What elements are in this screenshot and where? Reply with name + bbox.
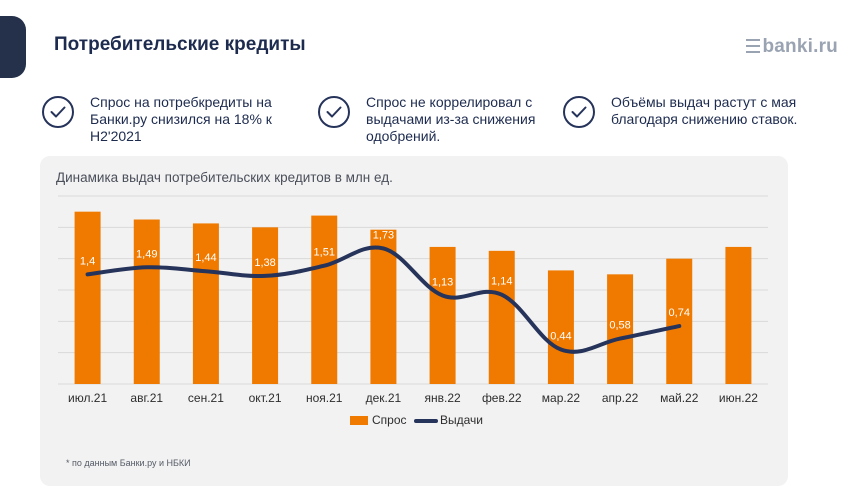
data-label-2: 1,49: [136, 248, 157, 260]
bar-10: [607, 274, 634, 384]
legend-label-vydachi: Выдачи: [440, 413, 483, 427]
data-label-10: 0,58: [609, 320, 630, 332]
x-tick-label: окт.21: [249, 391, 282, 405]
point-1: Спрос на потребкредиты на Банки.ру снизи…: [42, 94, 282, 145]
bar-6: [370, 229, 397, 384]
bar-3: [192, 223, 219, 384]
data-label-7: 1,13: [432, 276, 453, 288]
check-icon: [42, 96, 74, 128]
data-label-6: 1,73: [373, 229, 394, 241]
legend-label-spros: Спрос: [372, 413, 407, 427]
x-tick-label: сен.21: [188, 391, 224, 405]
bar-2: [133, 219, 160, 384]
data-label-3: 1,44: [195, 252, 216, 264]
point-2-text: Спрос не коррелировал с выдачами из-за с…: [366, 94, 536, 144]
x-tick-label: янв.22: [424, 391, 461, 405]
bar-8: [488, 250, 515, 384]
data-label-5: 1,51: [314, 247, 335, 259]
chart-title: Динамика выдач потребительских кредитов …: [56, 170, 393, 185]
data-label-1: 1,4: [80, 255, 95, 267]
footnote: * по данным Банки.ру и НБКИ: [66, 458, 191, 468]
check-icon: [563, 96, 595, 128]
bar-12: [725, 246, 752, 384]
logo-bars-icon: [746, 39, 761, 53]
x-tick-label: ноя.21: [306, 391, 343, 405]
corner-tab: [0, 16, 26, 78]
data-label-11: 0,74: [669, 307, 690, 319]
point-1-text: Спрос на потребкредиты на Банки.ру снизи…: [90, 94, 272, 144]
bar-4: [252, 227, 279, 384]
banki-logo[interactable]: banki.ru: [746, 36, 838, 58]
x-tick-label: фев.22: [482, 391, 522, 405]
point-2: Спрос не коррелировал с выдачами из-за с…: [318, 94, 558, 145]
data-label-9: 0,44: [550, 331, 571, 343]
data-label-4: 1,38: [254, 257, 275, 269]
data-label-8: 1,14: [491, 276, 512, 288]
bar-5: [311, 215, 338, 384]
point-3: Объёмы выдач растут с мая благодаря сниж…: [563, 94, 823, 128]
logo-text: banki.ru: [762, 36, 838, 57]
bar-9: [547, 270, 574, 384]
check-icon: [318, 96, 350, 128]
legend-swatch-spros: [350, 416, 368, 425]
page-title: Потребительские кредиты: [54, 34, 306, 55]
x-tick-label: июл.21: [68, 391, 107, 405]
x-tick-label: авг.21: [130, 391, 163, 405]
bar-1: [74, 211, 101, 384]
bar-7: [429, 246, 456, 384]
point-3-text: Объёмы выдач растут с мая благодаря сниж…: [611, 94, 798, 127]
x-tick-label: апр.22: [602, 391, 639, 405]
x-tick-label: дек.21: [366, 391, 402, 405]
x-tick-label: июн.22: [719, 391, 758, 405]
line-vydachi: [85, 245, 682, 354]
bar-11: [666, 258, 693, 384]
x-tick-label: мар.22: [542, 391, 581, 405]
x-tick-label: май.22: [660, 391, 699, 405]
